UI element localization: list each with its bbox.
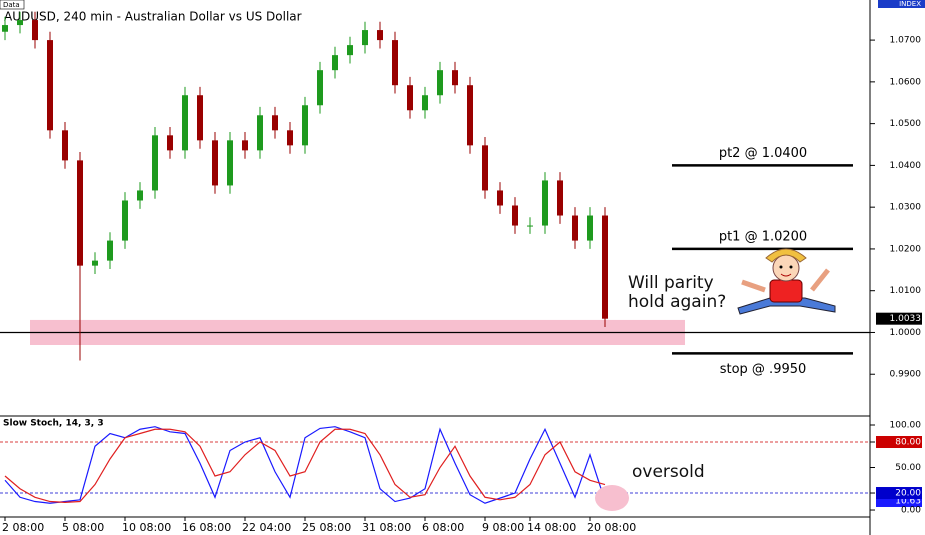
index-box — [878, 0, 925, 8]
candle-body — [497, 190, 503, 206]
x-tick-label: 9 08:00 — [482, 521, 524, 534]
index-label: INDEX — [899, 0, 921, 8]
stoch-line — [4, 428, 606, 503]
y-tick-label: 0.00 — [901, 506, 921, 516]
candle-body — [512, 205, 518, 226]
candle-body — [152, 135, 158, 191]
candle-body — [392, 40, 398, 86]
candle-body — [212, 140, 218, 186]
candle-body — [197, 95, 203, 141]
target-label: stop @ .9950 — [720, 362, 807, 377]
y-tick-label: 1.0000 — [890, 328, 922, 338]
y-tick-label: 1.0500 — [890, 119, 922, 129]
data-box — [0, 0, 25, 10]
y-tick-label: 50.00 — [895, 463, 921, 473]
candle-body — [362, 30, 368, 46]
candle-body — [257, 115, 263, 151]
x-tick-label: 25 08:00 — [302, 521, 351, 534]
x-tick-label: 20 08:00 — [587, 521, 636, 534]
y-tick-label: 100.00 — [890, 420, 922, 430]
candle-body — [332, 55, 338, 71]
tick-tag — [876, 436, 922, 448]
candle-body — [557, 180, 563, 216]
candle-body — [182, 95, 188, 151]
candle-body — [92, 260, 98, 266]
x-tick-label: 5 08:00 — [62, 521, 104, 534]
candle-body — [272, 115, 278, 131]
chart-title: AUDUSD, 240 min - Australian Dollar vs U… — [4, 10, 302, 24]
cartoon — [737, 248, 836, 315]
candle-body — [317, 70, 323, 106]
tick-tag — [876, 487, 922, 500]
candle-body — [347, 45, 353, 56]
x-tick-label: 22 04:00 — [242, 521, 291, 534]
data-label: Data — [3, 1, 20, 9]
x-tick-label: 14 08:00 — [527, 521, 576, 534]
candle-body — [242, 140, 248, 151]
y-tick-label: 1.0100 — [890, 286, 922, 296]
y-tick-label: 1.0300 — [890, 203, 922, 213]
candle-body — [137, 190, 143, 201]
candle-body — [122, 200, 128, 241]
price-tag — [876, 312, 922, 325]
x-tick-label: 10 08:00 — [122, 521, 171, 534]
candle-body — [62, 130, 68, 161]
oversold-note: oversold — [632, 462, 705, 482]
candle-body — [542, 180, 548, 226]
y-tick-label: 1.0700 — [890, 36, 922, 46]
target-label: pt2 @ 1.0400 — [719, 146, 807, 161]
y-tick-label: 0.9900 — [890, 370, 922, 380]
candle-body — [107, 240, 113, 261]
candle-body — [287, 130, 293, 146]
x-tick-label: 6 08:00 — [422, 521, 464, 534]
stoch-line — [4, 426, 606, 504]
y-tick-label: 80.00 — [895, 438, 921, 448]
y-tick-label: 1.0600 — [890, 77, 922, 87]
candle-body — [452, 70, 458, 86]
oversold-highlight — [595, 485, 629, 511]
candle-body — [47, 40, 53, 131]
candle-body — [377, 30, 383, 41]
candle-body — [302, 105, 308, 146]
value-tag-label: 10.63 — [895, 496, 921, 506]
y-tick-label: 1.0400 — [890, 161, 922, 171]
candle-body — [422, 95, 428, 111]
candle-body — [167, 135, 173, 151]
candle-body — [32, 20, 38, 41]
x-tick-label: 31 08:00 — [362, 521, 411, 534]
y-tick-label: 20.00 — [895, 489, 921, 499]
candle-body — [227, 140, 233, 186]
x-tick-label: 2 08:00 — [2, 521, 44, 534]
candle-body — [17, 20, 23, 26]
candle-body — [587, 215, 593, 241]
candle-body — [572, 215, 578, 241]
candle-body — [437, 70, 443, 96]
target-label: pt1 @ 1.0200 — [719, 229, 807, 244]
candle-body — [2, 25, 8, 32]
candle-body — [77, 160, 83, 266]
y-tick-label: 1.0200 — [890, 244, 922, 254]
x-tick-label: 16 08:00 — [182, 521, 231, 534]
candle-body — [482, 145, 488, 191]
candle-body — [602, 215, 608, 319]
indicator-title: Slow Stoch, 14, 3, 3 — [3, 419, 104, 429]
candle-body — [407, 85, 413, 111]
candle-body — [467, 85, 473, 146]
candle-body — [527, 225, 533, 227]
parity-note: Will parity hold again? — [628, 273, 727, 312]
price-tag-label: 1.0033 — [890, 314, 922, 324]
